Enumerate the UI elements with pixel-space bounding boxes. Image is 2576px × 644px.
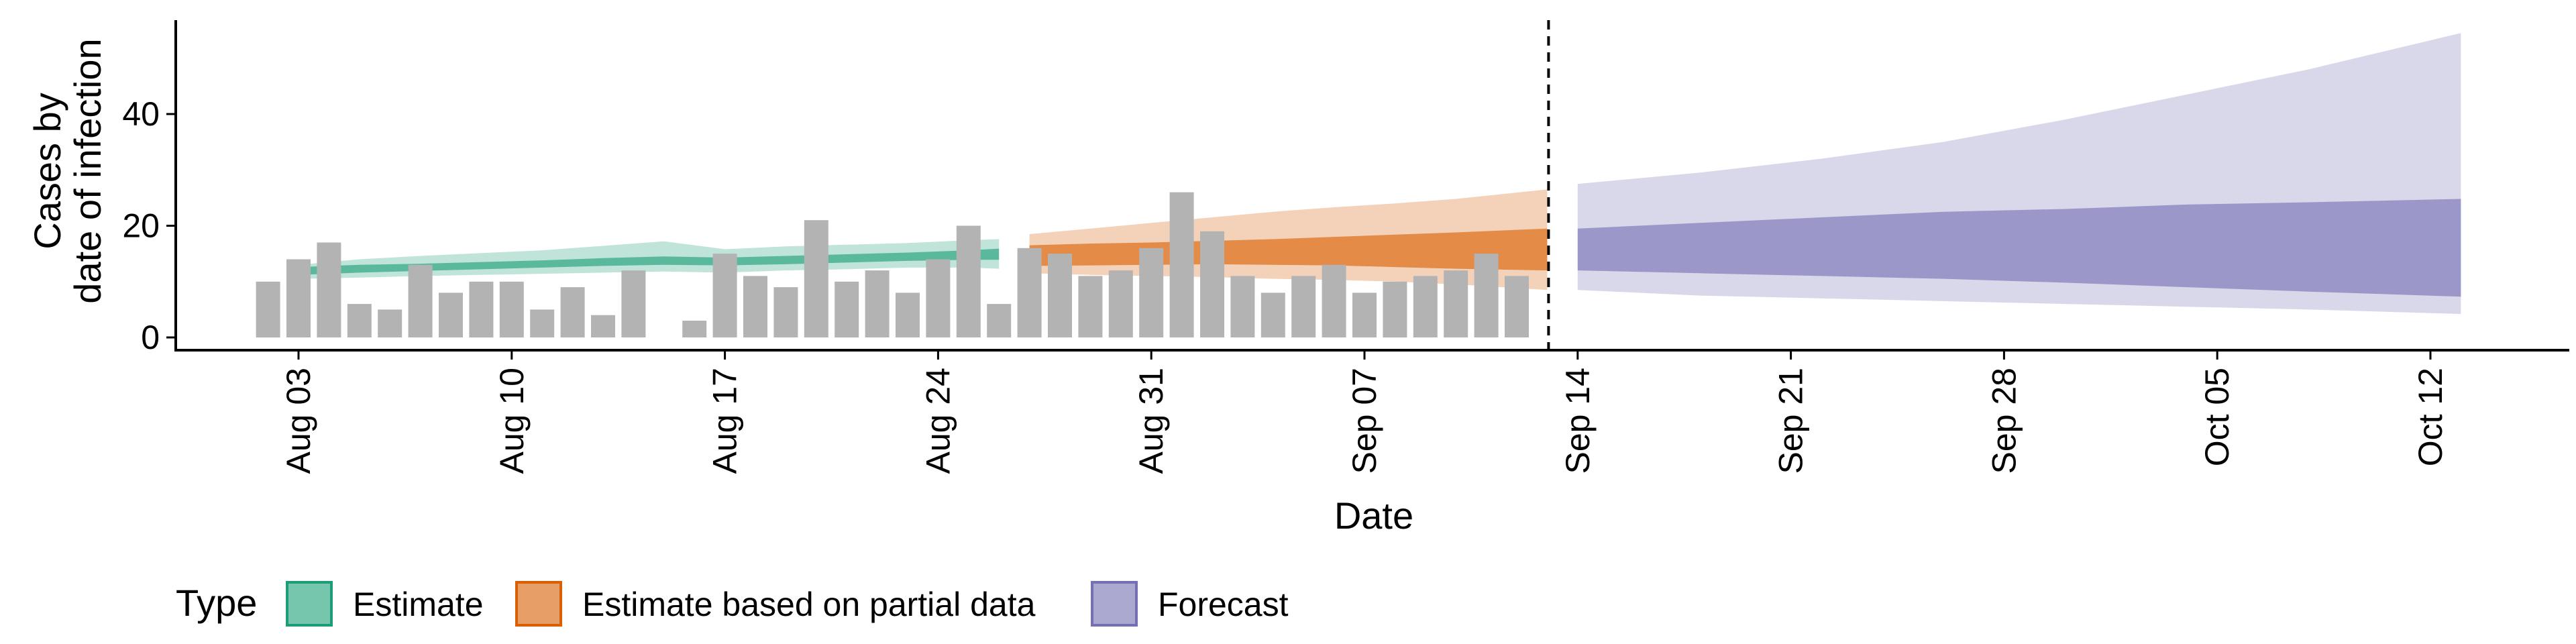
case-bar <box>1505 276 1529 337</box>
case-bar <box>408 264 433 337</box>
case-bar <box>682 321 707 337</box>
x-tick-label: Aug 10 <box>493 368 531 474</box>
case-bar <box>1048 254 1072 337</box>
y-tick-label: 0 <box>141 319 160 356</box>
case-bar <box>591 315 615 337</box>
case-bar <box>1322 264 1346 337</box>
x-tick-label: Oct 12 <box>2412 368 2449 466</box>
x-tick-label: Aug 17 <box>706 368 744 474</box>
case-bar <box>1108 270 1133 337</box>
case-bar <box>621 270 646 337</box>
x-tick-label: Sep 28 <box>1985 368 2023 474</box>
reported-cases-bars <box>256 192 1529 338</box>
case-bar <box>347 304 372 337</box>
case-bar <box>743 276 767 337</box>
x-tick-label: Sep 07 <box>1346 368 1383 474</box>
case-bar <box>1200 231 1224 337</box>
x-tick-label: Aug 24 <box>919 368 957 474</box>
legend-swatch <box>1091 581 1138 627</box>
legend: Type Estimate Estimate based on partial d… <box>176 581 1289 627</box>
x-tick-label: Oct 05 <box>2198 368 2236 466</box>
legend-swatch <box>286 581 333 627</box>
legend-label: Estimate <box>353 586 484 623</box>
case-bar <box>560 287 585 337</box>
case-bar <box>530 309 555 337</box>
y-tick-label: 40 <box>122 95 160 133</box>
y-tick-label: 20 <box>122 207 160 245</box>
y-axis-title-line-1: Cases by <box>26 93 68 249</box>
case-bar <box>317 242 341 337</box>
axes: 0 20 40 Aug 03 Aug 10 Aug 17 Aug 24 Aug 31 Sep 0… <box>122 20 2569 474</box>
case-bar <box>1352 292 1377 337</box>
legend-label: Estimate based on partial data <box>582 586 1036 623</box>
case-bar <box>1474 254 1499 337</box>
legend-swatch <box>515 581 562 627</box>
case-bar <box>1291 276 1316 337</box>
x-axis-title: Date <box>1334 494 1413 537</box>
case-bar <box>499 281 524 338</box>
case-bar <box>469 281 494 338</box>
x-tick-label: Aug 03 <box>280 368 317 474</box>
legend-title: Type <box>176 582 257 624</box>
x-tick-label: Sep 21 <box>1772 368 1810 474</box>
case-bar <box>896 292 920 337</box>
case-bar <box>378 309 402 337</box>
case-bar <box>1444 270 1468 337</box>
case-bar <box>865 270 890 337</box>
case-bar <box>1413 276 1438 337</box>
case-bar <box>956 225 981 337</box>
case-bar <box>1139 248 1164 337</box>
case-bar <box>1017 248 1042 337</box>
case-bar <box>835 281 859 338</box>
case-bar <box>1230 276 1255 337</box>
y-axis-title-line-2: date of infection <box>66 38 109 303</box>
case-bar <box>804 220 828 337</box>
case-bar <box>286 259 311 337</box>
case-bar <box>256 281 280 338</box>
case-bar <box>439 292 463 337</box>
case-bar <box>926 259 951 337</box>
case-bar <box>1078 276 1103 337</box>
case-bar <box>1260 292 1285 337</box>
case-bar <box>712 254 737 337</box>
case-bar <box>773 287 798 337</box>
legend-label: Forecast <box>1158 586 1289 623</box>
forecast-50-band <box>1577 199 2461 297</box>
x-tick-label: Sep 14 <box>1559 368 1597 474</box>
case-bar <box>1169 192 1194 337</box>
y-axis-title: Cases by date of infection <box>26 38 109 303</box>
case-bar <box>987 304 1012 337</box>
case-bar <box>1383 281 1407 338</box>
x-tick-label: Aug 31 <box>1132 368 1170 474</box>
